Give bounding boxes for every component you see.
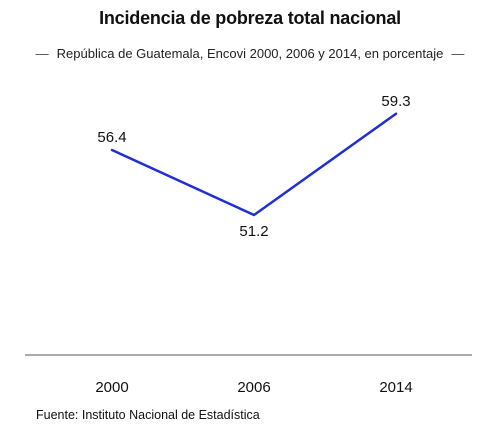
chart-title: Incidencia de pobreza total nacional (99, 8, 401, 28)
series-line-0 (110, 112, 398, 217)
subtitle-left-dash: — (35, 46, 49, 61)
data-label-2014: 59.3 (381, 93, 410, 110)
data-label-2000: 56.4 (97, 129, 126, 146)
chart-source: Fuente: Instituto Nacional de Estadístic… (36, 408, 260, 422)
x-tick-label-2014: 2014 (379, 379, 412, 396)
subtitle-right-dash: — (451, 46, 465, 61)
data-label-2006: 51.2 (239, 223, 268, 240)
x-tick-label-2006: 2006 (237, 379, 270, 396)
chart-subtitle-text: República de Guatemala, Encovi 2000, 200… (56, 46, 444, 61)
x-tick-label-2000: 2000 (95, 379, 128, 396)
chart-subtitle: — República de Guatemala, Encovi 2000, 20… (0, 46, 500, 61)
